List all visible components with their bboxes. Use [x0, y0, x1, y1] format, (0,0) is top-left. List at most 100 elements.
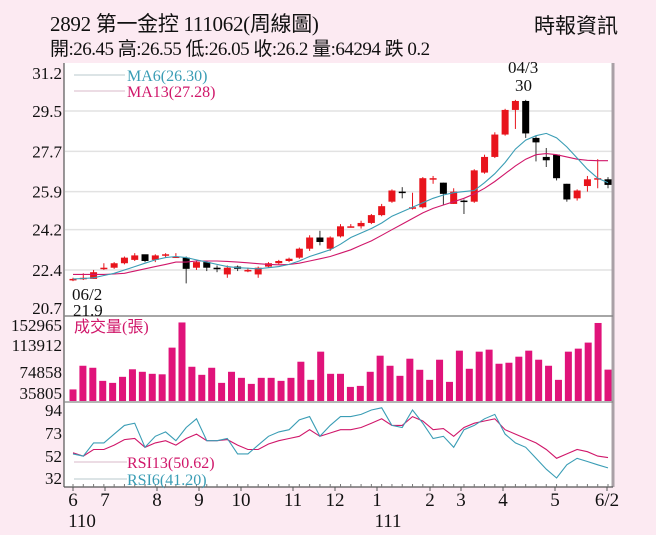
candle — [491, 134, 499, 157]
candle — [182, 257, 190, 269]
candle — [522, 100, 530, 134]
high-value-annotation: 30 — [515, 76, 532, 95]
volume-bars — [69, 322, 612, 401]
volume-bar — [475, 351, 483, 401]
volume-bar — [495, 363, 503, 401]
volume-bar — [277, 380, 285, 401]
volume-bar — [535, 359, 543, 401]
candle — [511, 100, 519, 110]
volume-bar — [188, 366, 196, 401]
candle — [244, 269, 252, 272]
candle — [172, 256, 180, 259]
plot-background — [64, 63, 613, 487]
volume-bar — [445, 381, 453, 401]
volume-bar — [228, 371, 236, 401]
x-month-label: 3 — [456, 490, 466, 511]
volume-tick-label: 35805 — [20, 384, 63, 403]
candle — [316, 237, 324, 242]
candle — [213, 267, 221, 270]
low-value-annotation: 21.9 — [73, 301, 103, 320]
candle — [285, 258, 293, 261]
ohlc-summary: 開:26.45 高:26.55 低:26.05 收:26.2 量:64294 跌… — [50, 39, 430, 60]
candle — [141, 254, 149, 261]
x-month-label: 4 — [498, 490, 508, 511]
ma13-legend: MA13(27.28) — [127, 84, 215, 101]
volume-bar — [119, 376, 127, 401]
volume-bar — [257, 377, 265, 401]
price-tick-label: 31.2 — [32, 64, 62, 83]
candle — [398, 191, 406, 194]
volume-bar — [337, 373, 344, 401]
candle — [110, 263, 118, 268]
candle — [357, 222, 365, 227]
volume-bar — [594, 322, 602, 401]
candle — [460, 200, 468, 203]
x-month-label: 9 — [194, 490, 204, 511]
candle — [573, 190, 581, 199]
candle — [542, 156, 550, 161]
x-year-label: 111 — [374, 511, 401, 532]
rsi-tick-label: 32 — [45, 469, 62, 488]
candle — [151, 255, 159, 260]
candle — [69, 278, 77, 281]
volume-bar — [178, 322, 186, 401]
volume-tick-label: 152965 — [11, 316, 62, 335]
volume-bar — [148, 373, 156, 401]
volume-bar — [386, 365, 394, 401]
volume-bar — [327, 373, 335, 401]
candle — [419, 178, 427, 208]
candle — [594, 178, 602, 180]
y-axis-labels: 31.2 29.5 27.7 25.9 24.2 22.4 20.7152965113912… — [11, 64, 63, 488]
volume-bar — [89, 367, 97, 401]
candle — [192, 262, 200, 268]
candle — [409, 207, 417, 209]
candle — [326, 237, 334, 249]
x-month-label: 7 — [100, 490, 110, 511]
volume-bar — [376, 355, 384, 401]
x-month-label: 10 — [232, 490, 251, 511]
volume-bar — [158, 374, 166, 401]
price-tick-label: 22.4 — [32, 261, 62, 280]
candle — [367, 215, 375, 223]
volume-bar — [564, 351, 572, 401]
candle — [203, 262, 211, 268]
price-tick-label: 27.7 — [32, 142, 62, 161]
volume-bar — [237, 377, 245, 401]
volume-tick-label: 113912 — [12, 336, 62, 355]
volume-bar — [79, 365, 87, 401]
ma6-line — [72, 132, 609, 280]
x-month-label: 8 — [152, 490, 162, 511]
volume-bar — [297, 361, 305, 401]
volume-bar — [346, 386, 354, 401]
volume-bar — [287, 377, 295, 401]
rsi13-line — [72, 415, 609, 459]
volume-bar — [69, 389, 77, 401]
candle — [450, 191, 458, 204]
volume-bar — [168, 347, 176, 401]
x-month-label: 6 — [68, 490, 78, 511]
candle — [131, 255, 139, 260]
candle — [295, 248, 303, 258]
volume-title: 成交量(張) — [74, 318, 149, 336]
candle — [120, 257, 128, 264]
candle — [583, 179, 591, 187]
volume-bar — [554, 379, 562, 401]
price-tick-label: 20.7 — [32, 299, 62, 318]
candle — [347, 226, 355, 228]
volume-bar — [525, 350, 533, 401]
price-tick-label: 25.9 — [32, 183, 62, 202]
candle — [378, 206, 386, 216]
volume-bar — [128, 369, 136, 401]
volume-bar — [574, 348, 582, 401]
rsi-tick-label: 73 — [45, 424, 62, 443]
ma6-legend: MA6(26.30) — [127, 68, 207, 85]
volume-bar — [505, 362, 513, 401]
x-axis-ticks — [72, 484, 609, 491]
volume-bar — [356, 385, 364, 401]
volume-tick-label: 74858 — [20, 363, 63, 382]
rsi-tick-label: 94 — [45, 401, 63, 420]
volume-bar — [366, 371, 374, 401]
volume-bar — [307, 379, 315, 401]
